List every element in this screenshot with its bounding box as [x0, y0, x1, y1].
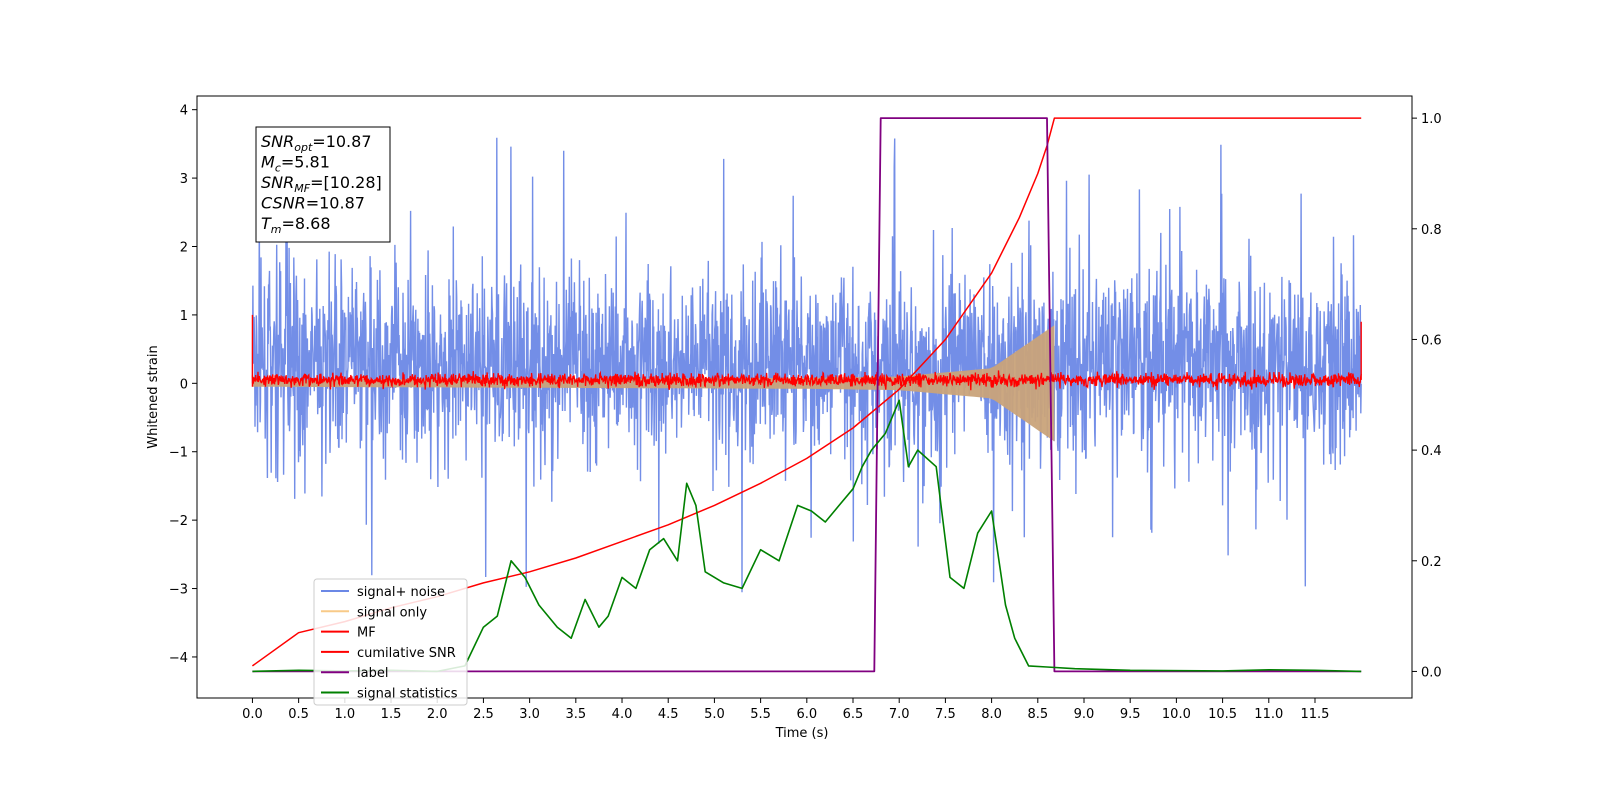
x-tick-label: 6.5: [843, 707, 864, 722]
y2-axis-ticks: 0.0 0.2 0.4 0.6 0.8 1.0: [1412, 112, 1442, 680]
y-tick-label: 2: [180, 241, 188, 256]
x-tick-label: 2.5: [473, 707, 494, 722]
y-tick-label: −4: [169, 651, 188, 666]
y2-tick-label: 0.8: [1421, 223, 1442, 238]
x-tick-label: 9.0: [1074, 707, 1095, 722]
legend-label: cumilative SNR: [357, 646, 456, 661]
signal-only-chirp: [252, 325, 1055, 442]
x-tick-label: 2.0: [427, 707, 448, 722]
x-tick-label: 7.5: [935, 707, 956, 722]
annotation-line: Tm=8.68: [261, 214, 331, 236]
x-tick-label: 10.0: [1162, 707, 1191, 722]
x-tick-label: 3.5: [565, 707, 586, 722]
annotation-line: SNRopt=10.87: [261, 132, 372, 154]
x-tick-label: 0.0: [242, 707, 263, 722]
legend-label: signal only: [357, 605, 427, 620]
x-tick-label: 4.0: [612, 707, 633, 722]
label-line: [252, 117, 1362, 673]
legend-label: label: [357, 666, 388, 681]
x-tick-label: 7.0: [889, 707, 910, 722]
legend: signal+ noise signal only MF cumilative SNR…: [313, 578, 468, 706]
x-tick-label: 1.0: [334, 707, 355, 722]
y-axis-label: Whitened strain: [146, 345, 161, 448]
x-tick-label: 5.5: [750, 707, 771, 722]
annotation-line: SNRMF=[10.28]: [261, 173, 382, 195]
y-tick-label: 4: [180, 104, 188, 119]
annotation-line: Mc=5.81: [261, 153, 330, 175]
x-tick-label: 6.0: [796, 707, 817, 722]
y2-tick-label: 0.4: [1421, 444, 1442, 459]
y-tick-label: −1: [169, 446, 188, 461]
parameter-annotation-box: SNRopt=10.87Mc=5.81SNRMF=[10.28]CSNR=10.…: [255, 126, 391, 243]
x-tick-label: 11.0: [1254, 707, 1283, 722]
x-tick-label: 8.5: [1027, 707, 1048, 722]
y-tick-label: −3: [169, 583, 188, 598]
plot-frame: [196, 95, 1413, 699]
y2-tick-label: 0.2: [1421, 555, 1442, 570]
x-tick-label: 3.0: [519, 707, 540, 722]
legend-label: MF: [357, 626, 376, 641]
x-axis-label: Time (s): [775, 726, 829, 741]
x-tick-label: 1.5: [381, 707, 402, 722]
x-tick-label: 11.5: [1301, 707, 1330, 722]
legend-label: signal statistics: [357, 687, 458, 702]
annotation-line: CSNR=10.87: [261, 194, 365, 213]
x-tick-label: 4.5: [658, 707, 679, 722]
y-tick-label: 3: [180, 172, 188, 187]
x-tick-label: 9.5: [1120, 707, 1141, 722]
y2-tick-label: 1.0: [1421, 112, 1442, 127]
x-tick-label: 5.0: [704, 707, 725, 722]
mf-line: [251, 369, 1362, 391]
x-axis-ticks: 0.0 0.5 1.0 1.5 2.0 2.5 3.0 3.5 4.0 4.5 5.0 5.5 6.0 6…: [242, 698, 1329, 722]
signal-statistics-line: [252, 399, 1362, 673]
legend-label: signal+ noise: [357, 585, 445, 600]
y-axis-ticks: −4 −3 −2 −1 0 1 2 3 4: [169, 104, 197, 666]
y2-tick-label: 0.6: [1421, 333, 1442, 348]
y-tick-label: 1: [180, 309, 188, 324]
x-tick-label: 8.0: [981, 707, 1002, 722]
x-tick-label: 10.5: [1208, 707, 1237, 722]
y-tick-label: 0: [180, 377, 188, 392]
signal-plus-noise-line: [251, 137, 1362, 593]
y2-tick-label: 0.0: [1421, 665, 1442, 680]
x-tick-label: 0.5: [288, 707, 309, 722]
y-tick-label: −2: [169, 514, 188, 529]
